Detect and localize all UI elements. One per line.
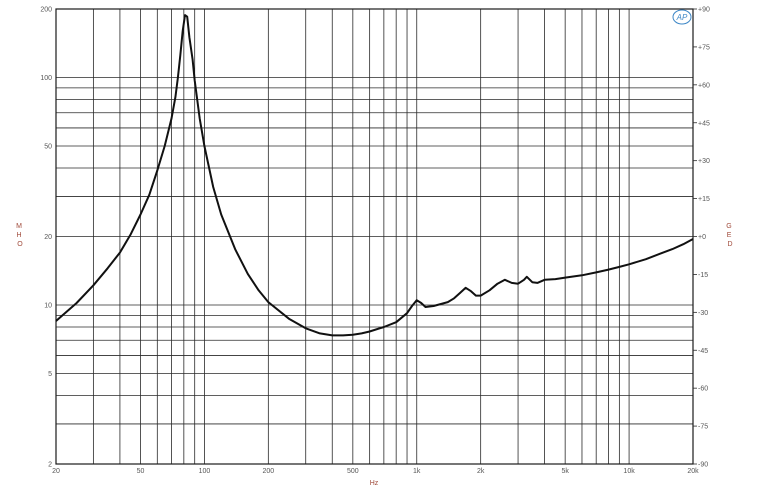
impedance-series-line	[55, 14, 694, 337]
y-tick-label: 5	[48, 371, 52, 378]
x-tick-label: 20	[52, 468, 60, 475]
y2-tick-label: -60	[698, 386, 708, 393]
y2-tick-label: -30	[698, 310, 708, 317]
x-tick-label: 100	[199, 468, 211, 475]
y-tick-label: 10	[44, 302, 52, 309]
y2-axis-label: G E D	[726, 223, 733, 248]
y2-tick-label: -75	[698, 424, 708, 431]
y-tick-label: 20	[44, 234, 52, 241]
x-axis-label: Hz	[370, 480, 379, 487]
y2-axis-label-char-1: G	[726, 223, 731, 230]
y-axis-label: M H O	[16, 223, 24, 248]
y2-axis-label-char-2: E	[727, 232, 732, 239]
x-tick-label: 5k	[561, 468, 569, 475]
x-tick-label: 20k	[687, 468, 699, 475]
y2-tick-label: +60	[698, 82, 710, 89]
y2-tick-label: +30	[698, 158, 710, 165]
y-axis-label-char-3: O	[17, 241, 23, 248]
y-axis-label-char-2: H	[16, 232, 21, 239]
x-tick-label: 1k	[413, 468, 421, 475]
x-tick-label: 2k	[477, 468, 485, 475]
y2-tick-label: -45	[698, 348, 708, 355]
y2-tick-label: -15	[698, 272, 708, 279]
y-tick-label: 200	[40, 7, 52, 14]
curve-layer	[55, 14, 694, 337]
grid-layer	[55, 8, 694, 465]
tick-layer: 20 50 100 200 500 1k 2k 5k 10k 20k 2 5 10 20 50 100 200 +…	[40, 7, 710, 476]
y-tick-label: 100	[40, 75, 52, 82]
y-tick-label: 2	[48, 462, 52, 469]
y-axis-label-char-1: M	[16, 223, 22, 230]
y-tick-label: 50	[44, 143, 52, 150]
x-tick-label: 200	[262, 468, 274, 475]
ap-logo: AP	[672, 9, 692, 25]
ap-logo-ring-icon	[672, 9, 692, 25]
x-tick-label: 50	[137, 468, 145, 475]
ap-logo-text: AP	[676, 13, 688, 22]
y2-axis-label-char-3: D	[727, 241, 732, 248]
y2-tick-label: +90	[698, 7, 710, 14]
y2-tick-label: +45	[698, 120, 710, 127]
y2-tick-label: +15	[698, 196, 710, 203]
x-tick-label: 10k	[623, 468, 635, 475]
y2-tick-label: +75	[698, 44, 710, 51]
y2-tick-label: -90	[698, 462, 708, 469]
x-tick-label: 500	[347, 468, 359, 475]
y2-tick-label: +0	[698, 234, 706, 241]
